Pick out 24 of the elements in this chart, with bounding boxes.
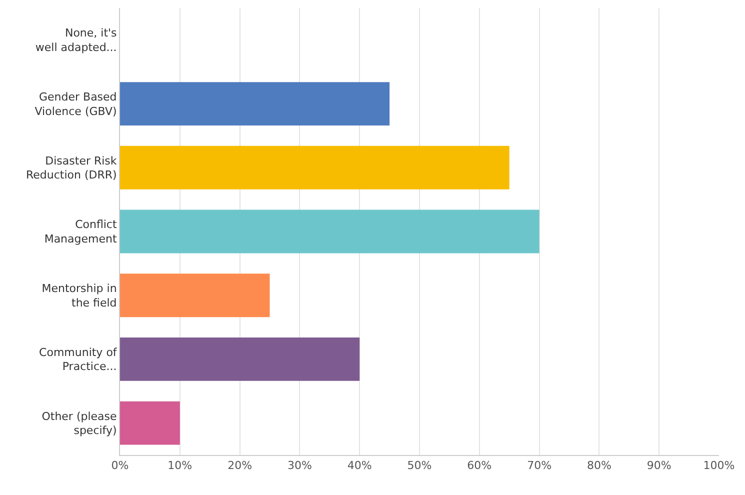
y-tick-label: Mentorship in the field — [42, 282, 117, 310]
y-tick-label: Community of Practice... — [39, 346, 118, 374]
x-tick-label: 20% — [228, 459, 252, 472]
x-tick-label: 100% — [703, 459, 735, 472]
bar — [120, 274, 270, 318]
bar — [120, 401, 180, 445]
y-tick-label: Disaster Risk Reduction (DRR) — [26, 154, 118, 182]
x-tick-label: 40% — [347, 459, 372, 472]
bar — [120, 82, 390, 126]
y-tick-label: Conflict Management — [44, 218, 118, 246]
y-tick-label: Other (please specify) — [42, 410, 118, 438]
x-tick-label: 30% — [287, 459, 312, 472]
y-tick-label: Gender Based Violence (GBV) — [34, 90, 117, 118]
x-tick-label: 90% — [646, 459, 672, 472]
bar — [120, 146, 510, 190]
bar — [120, 210, 540, 254]
x-tick-label: 0% — [111, 459, 129, 472]
x-tick-label: 60% — [467, 459, 492, 472]
y-tick-label: None, it's well adapted... — [35, 26, 118, 54]
x-tick-label: 50% — [407, 459, 432, 472]
x-tick-label: 80% — [586, 459, 612, 472]
x-tick-label: 70% — [527, 459, 552, 472]
x-tick-label: 10% — [168, 459, 192, 472]
bar — [120, 338, 360, 381]
